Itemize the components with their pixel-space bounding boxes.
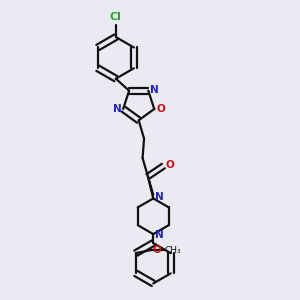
Text: Cl: Cl [110,12,122,22]
Text: N: N [112,104,122,114]
Text: O: O [166,160,175,170]
Text: N: N [155,192,164,202]
Text: O: O [157,104,165,114]
Text: CH₃: CH₃ [165,246,181,255]
Text: N: N [155,230,164,240]
Text: O: O [152,245,161,255]
Text: N: N [150,85,159,94]
